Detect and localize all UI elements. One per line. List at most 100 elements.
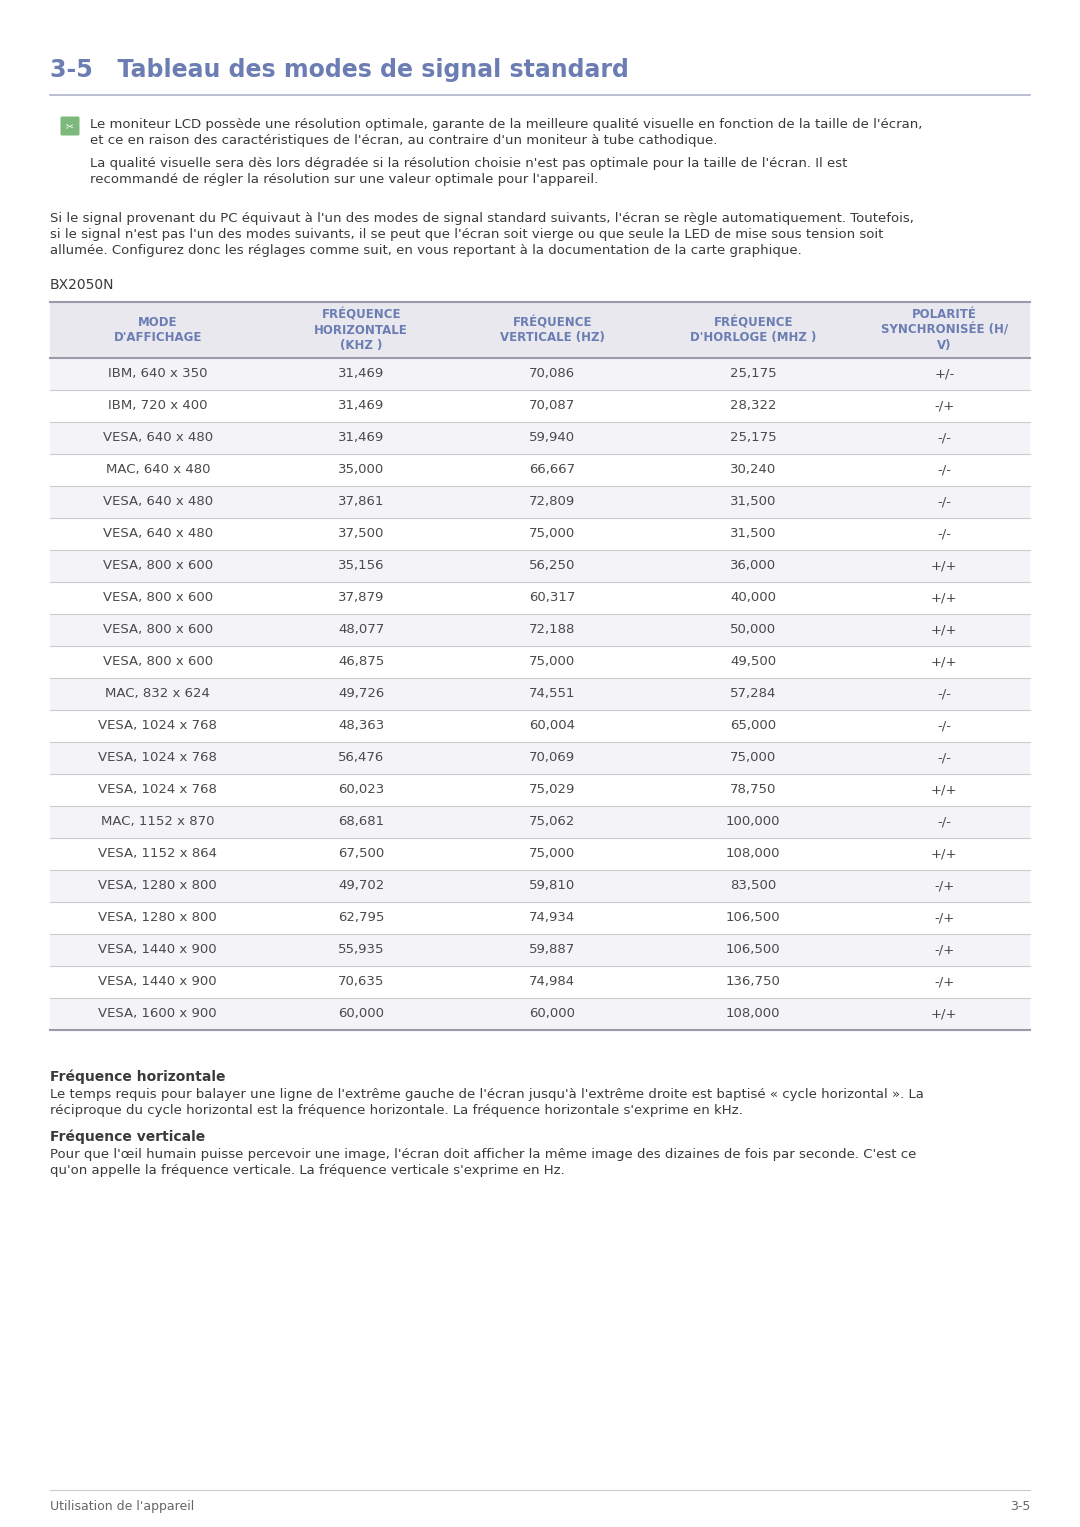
- Text: 62,795: 62,795: [338, 912, 384, 924]
- Text: +/+: +/+: [931, 783, 958, 797]
- Text: et ce en raison des caractéristiques de l'écran, au contraire d'un moniteur à tu: et ce en raison des caractéristiques de …: [90, 134, 717, 147]
- Text: BX2050N: BX2050N: [50, 278, 114, 292]
- Text: 48,077: 48,077: [338, 623, 384, 637]
- Text: VESA, 640 x 480: VESA, 640 x 480: [103, 527, 213, 541]
- Text: VESA, 1152 x 864: VESA, 1152 x 864: [98, 847, 217, 861]
- Bar: [50, 389, 1030, 421]
- Text: 83,500: 83,500: [730, 880, 777, 892]
- Text: 31,500: 31,500: [730, 495, 777, 508]
- Text: 31,500: 31,500: [730, 527, 777, 541]
- Text: 37,861: 37,861: [338, 495, 384, 508]
- Text: -/+: -/+: [934, 880, 955, 892]
- Text: ✂: ✂: [66, 121, 75, 131]
- Text: MODE
D'AFFICHAGE: MODE D'AFFICHAGE: [113, 316, 202, 344]
- Text: +/+: +/+: [931, 655, 958, 669]
- Text: POLARITÉ
SYNCHRONISÉE (H/
V): POLARITÉ SYNCHRONISÉE (H/ V): [880, 308, 1008, 351]
- Text: 70,069: 70,069: [529, 751, 576, 765]
- Text: VESA, 800 x 600: VESA, 800 x 600: [103, 623, 213, 637]
- Bar: [50, 646, 1030, 678]
- Text: 60,000: 60,000: [338, 1008, 384, 1020]
- Text: MAC, 1152 x 870: MAC, 1152 x 870: [102, 815, 215, 829]
- Text: 75,000: 75,000: [529, 527, 576, 541]
- Text: -/-: -/-: [937, 495, 951, 508]
- Text: qu'on appelle la fréquence verticale. La fréquence verticale s'exprime en Hz.: qu'on appelle la fréquence verticale. La…: [50, 1164, 565, 1177]
- Text: -/+: -/+: [934, 912, 955, 924]
- Text: réciproque du cycle horizontal est la fréquence horizontale. La fréquence horizo: réciproque du cycle horizontal est la fr…: [50, 1104, 743, 1116]
- Text: Utilisation de l'appareil: Utilisation de l'appareil: [50, 1500, 194, 1513]
- Text: 31,469: 31,469: [338, 432, 384, 444]
- Text: 50,000: 50,000: [730, 623, 777, 637]
- Text: 56,476: 56,476: [338, 751, 384, 765]
- Text: VESA, 800 x 600: VESA, 800 x 600: [103, 559, 213, 573]
- Text: -/-: -/-: [937, 719, 951, 733]
- Text: 48,363: 48,363: [338, 719, 384, 733]
- Text: 59,810: 59,810: [529, 880, 576, 892]
- Text: La qualité visuelle sera dès lors dégradée si la résolution choisie n'est pas op: La qualité visuelle sera dès lors dégrad…: [90, 157, 848, 169]
- Bar: [50, 357, 1030, 389]
- Text: 59,887: 59,887: [529, 944, 576, 956]
- Text: 31,469: 31,469: [338, 400, 384, 412]
- Text: 37,500: 37,500: [338, 527, 384, 541]
- Text: VESA, 800 x 600: VESA, 800 x 600: [103, 591, 213, 605]
- Text: VESA, 1600 x 900: VESA, 1600 x 900: [98, 1008, 217, 1020]
- Text: 108,000: 108,000: [726, 1008, 781, 1020]
- Bar: [50, 902, 1030, 935]
- Text: VESA, 1280 x 800: VESA, 1280 x 800: [98, 912, 217, 924]
- Text: 31,469: 31,469: [338, 368, 384, 380]
- Bar: [50, 742, 1030, 774]
- Text: Le temps requis pour balayer une ligne de l'extrême gauche de l'écran jusqu'à l': Le temps requis pour balayer une ligne d…: [50, 1089, 923, 1101]
- Bar: [50, 302, 1030, 357]
- Text: 67,500: 67,500: [338, 847, 384, 861]
- Text: 60,317: 60,317: [529, 591, 576, 605]
- Text: 72,188: 72,188: [529, 623, 576, 637]
- Bar: [50, 870, 1030, 902]
- Text: VESA, 800 x 600: VESA, 800 x 600: [103, 655, 213, 669]
- Text: recommandé de régler la résolution sur une valeur optimale pour l'appareil.: recommandé de régler la résolution sur u…: [90, 173, 598, 186]
- Text: si le signal n'est pas l'un des modes suivants, il se peut que l'écran soit vier: si le signal n'est pas l'un des modes su…: [50, 228, 883, 241]
- Text: +/+: +/+: [931, 1008, 958, 1020]
- Text: 74,984: 74,984: [529, 976, 576, 988]
- Text: 25,175: 25,175: [730, 432, 777, 444]
- Text: 75,000: 75,000: [730, 751, 777, 765]
- Bar: [50, 614, 1030, 646]
- Text: -/-: -/-: [937, 464, 951, 476]
- Text: VESA, 1024 x 768: VESA, 1024 x 768: [98, 719, 217, 733]
- Bar: [50, 486, 1030, 518]
- Text: 3-5   Tableau des modes de signal standard: 3-5 Tableau des modes de signal standard: [50, 58, 629, 82]
- Text: VESA, 1024 x 768: VESA, 1024 x 768: [98, 783, 217, 797]
- Bar: [50, 935, 1030, 967]
- Text: -/+: -/+: [934, 944, 955, 956]
- Bar: [50, 582, 1030, 614]
- Text: 30,240: 30,240: [730, 464, 777, 476]
- Text: 56,250: 56,250: [529, 559, 576, 573]
- Bar: [50, 967, 1030, 999]
- Text: Pour que l'œil humain puisse percevoir une image, l'écran doit afficher la même : Pour que l'œil humain puisse percevoir u…: [50, 1148, 916, 1161]
- Text: -/-: -/-: [937, 432, 951, 444]
- Text: 36,000: 36,000: [730, 559, 777, 573]
- Text: 75,029: 75,029: [529, 783, 576, 797]
- Text: VESA, 640 x 480: VESA, 640 x 480: [103, 432, 213, 444]
- Text: 75,000: 75,000: [529, 847, 576, 861]
- Text: VESA, 1280 x 800: VESA, 1280 x 800: [98, 880, 217, 892]
- Text: +/+: +/+: [931, 591, 958, 605]
- Text: 35,156: 35,156: [338, 559, 384, 573]
- Text: -/-: -/-: [937, 815, 951, 829]
- Text: 59,940: 59,940: [529, 432, 576, 444]
- Text: 72,809: 72,809: [529, 495, 576, 508]
- Text: 46,875: 46,875: [338, 655, 384, 669]
- Text: 55,935: 55,935: [338, 944, 384, 956]
- Text: 74,934: 74,934: [529, 912, 576, 924]
- Text: -/-: -/-: [937, 751, 951, 765]
- Text: 136,750: 136,750: [726, 976, 781, 988]
- Bar: [50, 518, 1030, 550]
- Text: 68,681: 68,681: [338, 815, 384, 829]
- Text: +/+: +/+: [931, 847, 958, 861]
- Text: 49,702: 49,702: [338, 880, 384, 892]
- Text: 100,000: 100,000: [726, 815, 781, 829]
- Text: 74,551: 74,551: [529, 687, 576, 701]
- Text: 57,284: 57,284: [730, 687, 777, 701]
- Text: 106,500: 106,500: [726, 912, 781, 924]
- Text: 75,062: 75,062: [529, 815, 576, 829]
- Text: -/-: -/-: [937, 527, 951, 541]
- Text: -/+: -/+: [934, 400, 955, 412]
